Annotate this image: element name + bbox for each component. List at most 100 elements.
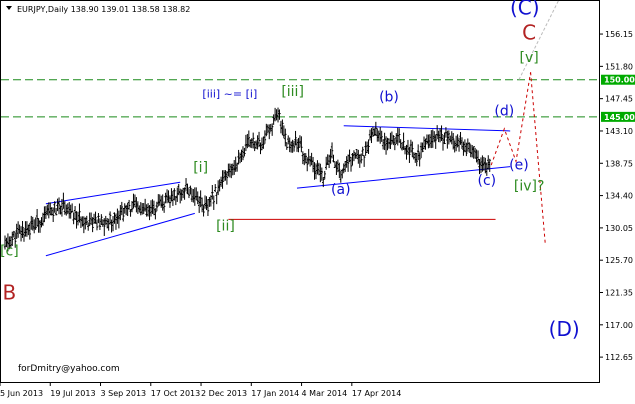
projection-1 <box>530 72 546 244</box>
y-tick-label: 125.70 <box>605 256 633 265</box>
price-bar <box>130 200 134 213</box>
price-bar <box>393 137 397 151</box>
price-bar <box>421 142 424 153</box>
price-bar <box>187 188 191 199</box>
price-bar <box>57 197 61 215</box>
price-bar <box>14 232 17 248</box>
price-bar <box>211 184 214 200</box>
wave-label-3: [ii] <box>216 218 235 234</box>
price-bar <box>94 211 97 224</box>
wave-label-9: (d) <box>494 103 514 119</box>
axis-layer: 150.00 145.00 156.15 151.80 147.45 143.10 138.… <box>0 30 635 398</box>
price-bar <box>127 199 131 210</box>
levels-layer <box>1 79 599 118</box>
price-bar <box>284 128 287 147</box>
price-bar <box>186 183 189 195</box>
header-arrow-icon <box>6 6 12 10</box>
price-bar <box>162 201 166 213</box>
x-tick-label: 4 Mar 2014 <box>302 389 348 398</box>
price-bar <box>11 231 14 246</box>
price-bar <box>212 195 215 210</box>
price-bar <box>214 184 217 193</box>
price-bar <box>51 207 55 223</box>
price-bar <box>247 130 251 148</box>
wave-label-10: (e) <box>509 158 529 174</box>
price-bar <box>85 215 88 226</box>
price-bar <box>206 199 210 217</box>
price-bar <box>285 142 288 150</box>
y-tick-label: 112.65 <box>605 353 633 362</box>
price-bar <box>349 156 353 172</box>
y-tick-label: 130.05 <box>605 224 633 233</box>
price-bar <box>443 132 446 145</box>
wave-label-14: (C) <box>510 0 540 19</box>
trendline-2 <box>343 125 511 132</box>
level-price-label-1: 145.00 <box>604 113 635 122</box>
wave-label-11: [iv]? <box>514 178 545 194</box>
price-bar <box>306 157 309 172</box>
price-bar <box>268 124 271 140</box>
price-bar <box>122 207 125 222</box>
y-tick-label: 147.45 <box>605 95 633 104</box>
y-tick-label: 151.80 <box>605 62 633 71</box>
price-bar <box>411 141 414 158</box>
projection-2 <box>518 0 560 80</box>
x-tick-label: 5 Jun 2013 <box>0 389 43 398</box>
price-bar <box>168 195 172 208</box>
price-bar <box>108 211 112 225</box>
price-bar <box>241 146 245 161</box>
level-price-badge-1 <box>601 111 635 122</box>
price-bar <box>362 155 366 167</box>
chart-header: EURJPY,Daily 138.90 139.01 138.58 138.82 <box>17 5 190 14</box>
level-price-label-0: 150.00 <box>604 76 635 85</box>
trendline-0 <box>45 181 181 205</box>
price-bar <box>292 140 296 152</box>
wave-label-15: (D) <box>549 317 580 341</box>
x-tick-label: 3 Sep 2013 <box>101 389 147 398</box>
price-bar <box>60 198 64 217</box>
price-bar <box>323 170 326 180</box>
wave-label-7: (b) <box>379 89 399 105</box>
price-bar <box>28 222 32 240</box>
price-bar <box>189 185 192 195</box>
price-bar <box>69 204 72 219</box>
price-bar <box>91 217 94 233</box>
y-tick-label: 143.10 <box>605 127 633 136</box>
price-layer <box>3 107 491 252</box>
price-bar <box>21 220 24 238</box>
level-price-badge-0 <box>601 74 635 85</box>
price-bar <box>243 147 246 157</box>
price-bar <box>120 201 123 216</box>
price-bar <box>389 132 392 150</box>
label-layer: [c] B [i] [ii] [iii] [iii] ~= [i] (a) (b) (c) (d)… <box>0 0 580 341</box>
price-bar <box>95 219 99 231</box>
price-bar <box>330 142 334 159</box>
price-bar <box>304 153 307 164</box>
y-tick-label: 138.75 <box>605 159 633 168</box>
wave-label-12: [v] <box>520 50 539 66</box>
wave-label-13: C <box>522 21 536 45</box>
price-bar <box>34 217 37 230</box>
x-tick-label: 17 Oct 2013 <box>151 389 200 398</box>
price-bar <box>392 135 395 146</box>
price-bar <box>465 142 468 157</box>
x-tick-label: 17 Apr 2014 <box>352 389 401 398</box>
price-bar <box>300 136 303 153</box>
price-bar <box>225 171 229 185</box>
price-bar <box>173 188 176 201</box>
price-bar <box>360 153 363 164</box>
price-bar <box>380 130 383 142</box>
price-bar <box>281 119 284 136</box>
price-bar <box>78 203 81 223</box>
price-bar <box>416 144 420 161</box>
price-bar <box>154 208 157 220</box>
price-bar <box>418 152 421 167</box>
price-bar <box>98 218 102 230</box>
price-bar <box>221 170 224 189</box>
price-bar <box>97 213 100 224</box>
price-bar <box>54 208 58 216</box>
price-bar <box>415 153 418 167</box>
x-tick-label: 17 Jan 2014 <box>251 389 299 398</box>
